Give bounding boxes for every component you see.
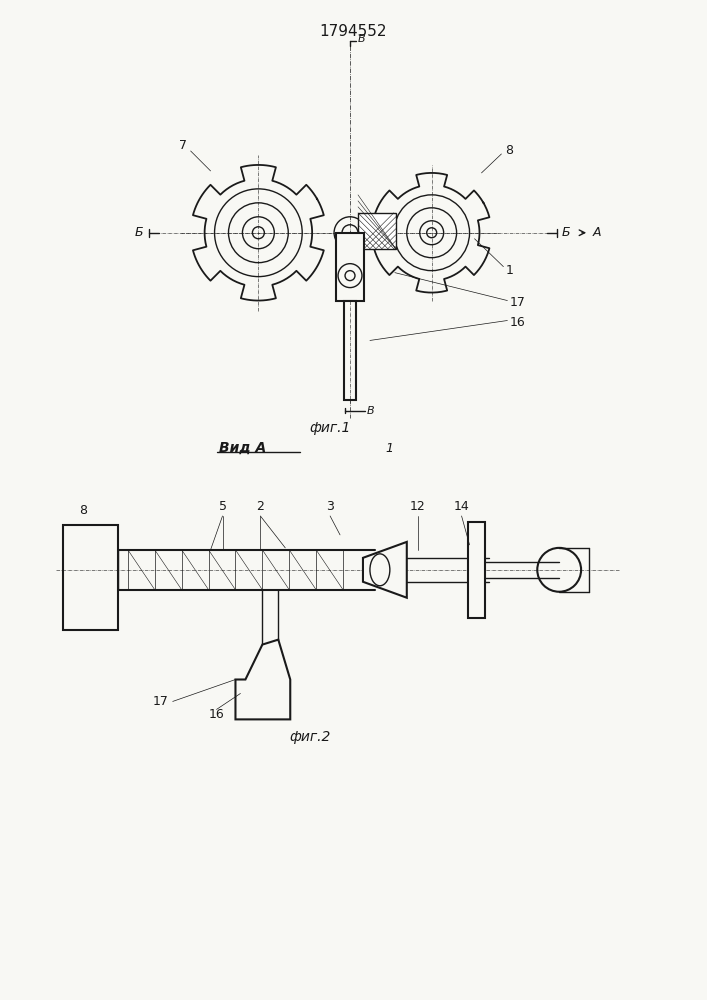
- Bar: [344, 301, 356, 400]
- Text: 8: 8: [506, 144, 513, 157]
- Text: Вид А: Вид А: [218, 441, 266, 455]
- Text: 16: 16: [509, 316, 525, 329]
- Text: 14: 14: [454, 500, 469, 513]
- Polygon shape: [363, 542, 407, 598]
- Text: 8: 8: [79, 504, 87, 517]
- Text: 12: 12: [410, 500, 426, 513]
- Text: Б: Б: [561, 226, 570, 239]
- Text: 7: 7: [179, 139, 187, 152]
- Text: В: В: [358, 34, 366, 44]
- Polygon shape: [235, 640, 291, 719]
- Text: фиг.1: фиг.1: [310, 421, 351, 435]
- Text: Б: Б: [134, 226, 143, 239]
- Text: 2: 2: [257, 500, 264, 513]
- Ellipse shape: [370, 554, 390, 586]
- Text: 1794552: 1794552: [320, 24, 387, 39]
- Text: фиг.2: фиг.2: [289, 730, 331, 744]
- Text: А: А: [593, 226, 602, 239]
- Bar: [336, 233, 364, 301]
- Text: 3: 3: [326, 500, 334, 513]
- Text: 1: 1: [386, 442, 394, 455]
- Bar: [63, 525, 118, 630]
- Text: 17: 17: [153, 695, 169, 708]
- Text: 1: 1: [506, 264, 513, 277]
- Bar: [467, 522, 486, 618]
- Text: В: В: [367, 406, 375, 416]
- Text: 16: 16: [209, 708, 224, 721]
- Text: 5: 5: [218, 500, 226, 513]
- Bar: [358, 213, 396, 249]
- Text: 17: 17: [509, 296, 525, 309]
